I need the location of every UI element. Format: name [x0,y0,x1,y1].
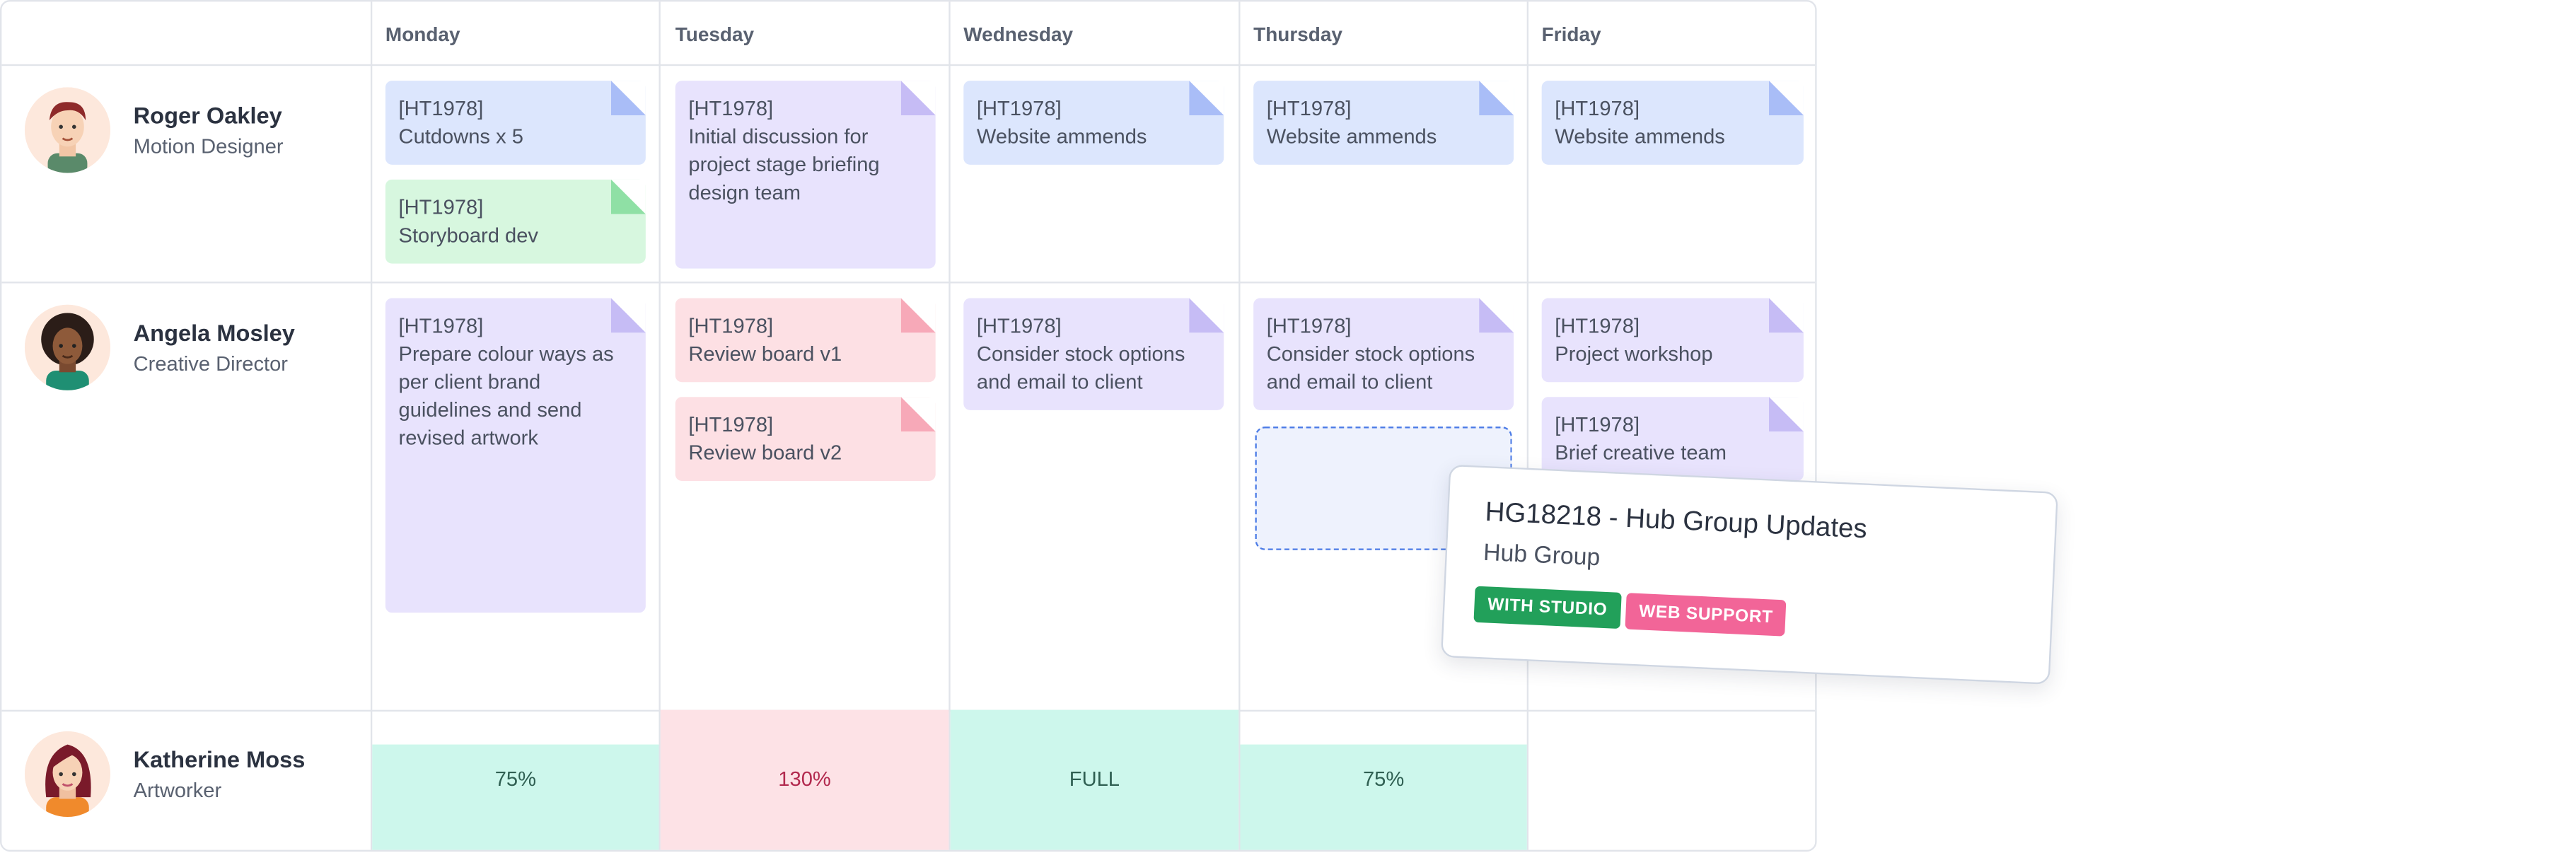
avatar-icon [24,304,111,390]
task-title: Cutdowns x 5 [398,124,523,149]
task-title: Brief creative team [1555,441,1727,465]
task-code: [HT1978] [1555,413,1640,437]
grid-divider [1,282,1816,284]
person-name: Katherine Moss [133,745,306,773]
folded-corner-icon [1189,81,1224,116]
utilization-cell-monday[interactable]: 75% [372,744,659,850]
grid-divider [1238,1,1241,850]
folded-corner-icon [610,298,646,333]
task-card[interactable]: [HT1978] Project workshop [1541,298,1804,383]
folded-corner-icon [1479,298,1514,333]
schedule-grid: Monday Tuesday Wednesday Thursday Friday… [0,0,1817,852]
person-role: Artworker [133,779,222,803]
grid-divider [1526,1,1529,850]
task-code: [HT1978] [688,97,774,120]
folded-corner-icon [900,397,936,432]
day-header-thursday: Thursday [1253,23,1342,47]
person-name: Angela Mosley [133,319,295,347]
task-title: Consider stock options and email to clie… [1266,342,1475,394]
folded-corner-icon [1769,298,1804,333]
task-code: [HT1978] [688,413,774,437]
task-card[interactable]: [HT1978] Consider stock options and emai… [1253,298,1514,410]
person-role: Creative Director [133,352,289,376]
task-card[interactable]: [HT1978] Cutdowns x 5 [385,81,646,165]
task-card[interactable]: [HT1978] Prepare colour ways as per clie… [385,298,646,613]
task-code: [HT1978] [688,314,774,338]
task-card[interactable]: [HT1978] Website ammends [1541,81,1804,165]
grid-divider [1,64,1816,66]
folded-corner-icon [900,81,936,116]
status-badge-web-support: WEB SUPPORT [1625,593,1787,637]
task-code: [HT1978] [976,97,1062,120]
utilization-cell-wednesday[interactable]: FULL [950,709,1239,850]
task-title: Review board v2 [688,441,842,465]
task-title: Project workshop [1555,342,1713,366]
grid-divider [658,1,661,850]
task-title: Prepare colour ways as per client brand … [398,342,614,450]
task-code: [HT1978] [398,97,484,120]
task-title: Storyboard dev [398,224,538,248]
task-code: [HT1978] [1555,314,1640,338]
task-card[interactable]: [HT1978] Website ammends [963,81,1224,165]
project-client: Hub Group [1483,540,1601,572]
task-code: [HT1978] [398,314,484,338]
task-code: [HT1978] [976,314,1062,338]
person-role: Motion Designer [133,134,284,158]
grid-divider [948,1,951,850]
dragged-project-card[interactable]: HG18218 - Hub Group Updates Hub Group WI… [1440,464,2058,685]
folded-corner-icon [610,81,646,116]
day-header-monday: Monday [385,23,460,47]
task-title: Initial discussion for project stage bri… [688,124,880,204]
folded-corner-icon [1189,298,1224,333]
task-title: Consider stock options and email to clie… [976,342,1185,394]
utilization-cell-thursday[interactable]: 75% [1240,744,1527,850]
task-card[interactable]: [HT1978] Consider stock options and emai… [963,298,1224,410]
folded-corner-icon [1479,81,1514,116]
utilization-cell-tuesday[interactable]: 130% [660,709,949,850]
task-code: [HT1978] [398,196,484,219]
day-header-wednesday: Wednesday [963,23,1074,47]
folded-corner-icon [1769,397,1804,432]
task-code: [HT1978] [1555,97,1640,120]
task-card[interactable]: [HT1978] Website ammends [1253,81,1514,165]
task-code: [HT1978] [1266,314,1352,338]
task-card[interactable]: [HT1978] Review board v2 [675,397,936,481]
folded-corner-icon [1769,81,1804,116]
task-title: Website ammends [1266,124,1437,149]
project-title: HG18218 - Hub Group Updates [1484,497,1868,545]
folded-corner-icon [610,179,646,214]
task-card[interactable]: [HT1978] Review board v1 [675,298,936,383]
avatar-icon [24,731,111,818]
task-card[interactable]: [HT1978] Initial discussion for project … [675,81,936,269]
task-card[interactable]: [HT1978] Storyboard dev [385,179,646,264]
grid-divider [370,1,373,850]
avatar-icon [24,87,111,173]
day-header-tuesday: Tuesday [675,23,755,47]
day-header-friday: Friday [1541,23,1601,47]
task-title: Website ammends [1555,124,1725,149]
task-title: Website ammends [976,124,1147,149]
status-badge-with-studio: WITH STUDIO [1473,586,1622,629]
folded-corner-icon [900,298,936,333]
person-name: Roger Oakley [133,102,282,129]
task-code: [HT1978] [1266,97,1352,120]
task-title: Review board v1 [688,342,842,366]
task-card[interactable]: [HT1978] Brief creative team [1541,397,1804,481]
